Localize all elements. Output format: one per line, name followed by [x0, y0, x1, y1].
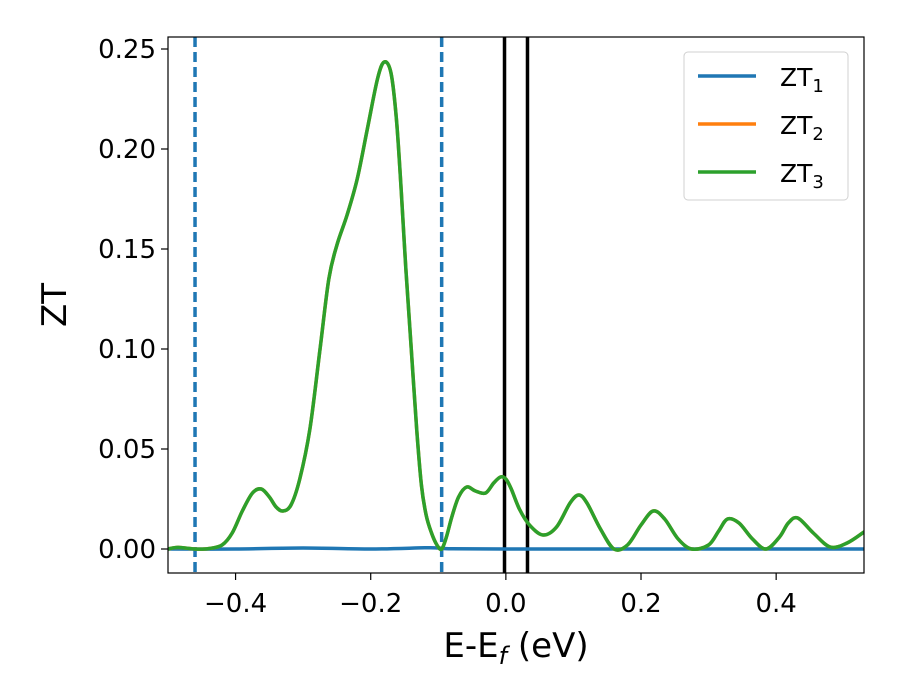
- legend-label-zt2-main: ZT: [780, 111, 813, 140]
- x-tick-label: 0.4: [755, 589, 796, 619]
- y-tick-label: 0.15: [98, 235, 156, 265]
- legend-label-zt3: ZT3: [780, 159, 824, 193]
- y-tick-label: 0.25: [98, 35, 156, 65]
- legend-label-zt1-main: ZT: [780, 63, 813, 92]
- x-axis-title-unit: (eV): [507, 626, 589, 666]
- x-tick-label: 0.2: [620, 589, 661, 619]
- legend-label-zt2: ZT2: [780, 111, 824, 145]
- legend-frame: [683, 51, 849, 201]
- legend-entry-1: ZT1: [698, 63, 824, 97]
- series-lines: [168, 60, 864, 552]
- legend-entry-3: ZT3: [698, 159, 824, 193]
- legend-label-zt1: ZT1: [780, 63, 824, 97]
- x-tick-label: −0.2: [339, 589, 402, 619]
- legend-label-zt3-subscript: 3: [812, 172, 823, 193]
- x-tick-label: 0.0: [485, 589, 526, 619]
- legend-label-zt1-subscript: 1: [812, 76, 823, 97]
- y-tick-label: 0.05: [98, 435, 156, 465]
- y-tick-label: 0.00: [98, 535, 156, 565]
- x-axis-title: E-Ef (eV): [443, 626, 588, 670]
- y-axis-ticks: 0.00 0.05 0.10 0.15 0.20 0.25: [98, 35, 168, 565]
- plot-frame: [167, 36, 865, 574]
- x-tick-label: −0.4: [204, 589, 267, 619]
- series-line-zt3: [168, 60, 864, 552]
- legend-label-zt2-subscript: 2: [812, 124, 823, 145]
- reference-lines: [193, 37, 530, 573]
- x-axis-ticks: −0.4 −0.2 0.0 0.2 0.4: [204, 573, 797, 619]
- legend-entry-2: ZT2: [698, 111, 824, 145]
- y-axis-title: ZT: [35, 283, 75, 327]
- y-tick-label: 0.20: [98, 135, 156, 165]
- x-axis-title-main: E-E: [443, 626, 498, 666]
- legend-label-zt3-main: ZT: [780, 159, 813, 188]
- legend: ZT1 ZT2 ZT3: [683, 51, 849, 201]
- y-tick-label: 0.10: [98, 335, 156, 365]
